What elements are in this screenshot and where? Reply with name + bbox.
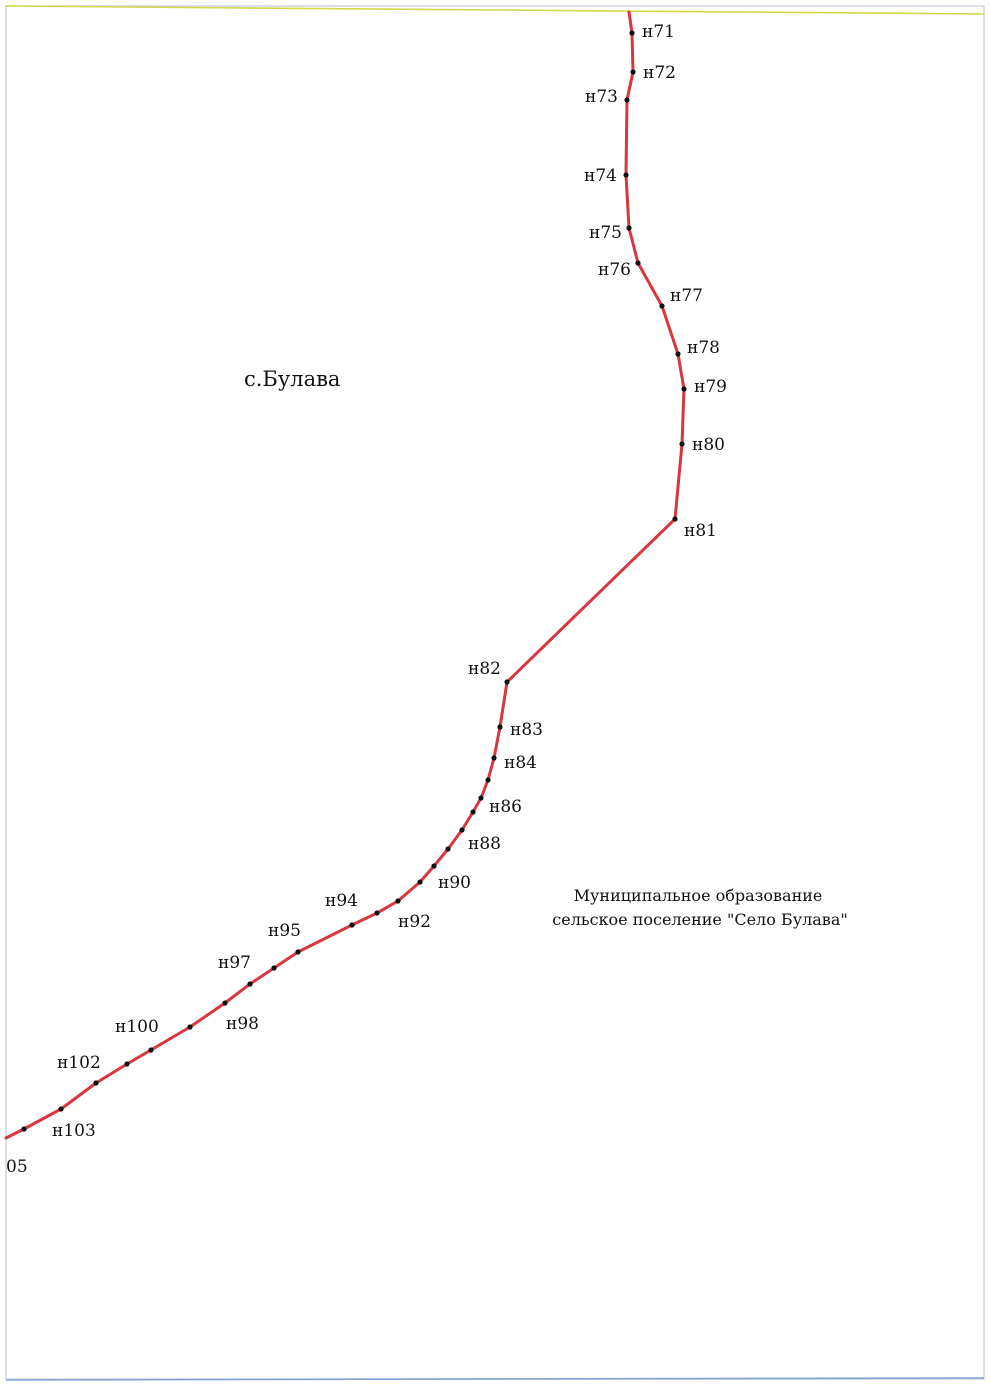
- boundary-line: [4, 10, 686, 1140]
- vertex-marker: [629, 30, 635, 36]
- municipality-line-2: сельское поселение "Село Булава": [552, 910, 847, 929]
- boundary-labels: н71 н72 н73 н74 н75 н76 н77 н78 н79 н80 н81 н82 н83 н…: [6, 22, 727, 1177]
- vertex-marker: [93, 1080, 99, 1086]
- vertex-label: н84: [504, 753, 537, 773]
- vertex-marker: [504, 679, 510, 685]
- vertex-label: н90: [438, 873, 471, 893]
- vertex-label: н98: [226, 1014, 259, 1034]
- vertex-marker: [497, 724, 503, 730]
- vertex-label: н71: [642, 22, 675, 42]
- vertex-marker: [675, 351, 681, 357]
- vertex-label: н81: [684, 521, 717, 541]
- vertex-label: н82: [468, 659, 501, 679]
- vertex-label: н97: [218, 953, 251, 973]
- vertex-marker: [395, 898, 401, 904]
- vertex-marker: [459, 827, 465, 833]
- vertex-label: н78: [687, 338, 720, 358]
- boundary-vertices: [21, 30, 687, 1132]
- vertex-marker: [478, 795, 484, 801]
- vertex-marker: [295, 949, 301, 955]
- frame-bottom-edge: [5, 1377, 985, 1381]
- vertex-label: н94: [325, 891, 358, 911]
- vertex-marker: [187, 1024, 193, 1030]
- vertex-label: н74: [584, 166, 617, 186]
- vertex-marker: [58, 1106, 64, 1112]
- vertex-marker: [491, 755, 497, 761]
- sheet-frame: [5, 5, 985, 1380]
- vertex-label: н92: [398, 912, 431, 932]
- vertex-marker: [635, 260, 641, 266]
- vertex-marker: [624, 97, 630, 103]
- vertex-marker: [124, 1061, 130, 1067]
- vertex-marker: [626, 225, 632, 231]
- vertex-label: н83: [510, 720, 543, 740]
- vertex-marker: [271, 965, 277, 971]
- vertex-label: н102: [57, 1053, 101, 1073]
- settlement-label: с.Булава: [244, 367, 340, 391]
- vertex-label: н80: [692, 435, 725, 455]
- vertex-marker: [431, 863, 437, 869]
- vertex-label: н95: [268, 921, 301, 941]
- vertex-marker: [247, 981, 253, 987]
- vertex-marker: [417, 879, 423, 885]
- vertex-label: н103: [52, 1121, 96, 1141]
- vertex-marker: [672, 516, 678, 522]
- vertex-marker: [681, 386, 687, 392]
- vertex-label: н73: [585, 87, 618, 107]
- vertex-label: н77: [670, 286, 703, 306]
- vertex-marker: [679, 441, 685, 447]
- vertex-label: н75: [589, 223, 622, 243]
- vertex-label: н100: [115, 1017, 159, 1037]
- vertex-marker: [21, 1126, 27, 1132]
- vertex-marker: [222, 1000, 228, 1006]
- vertex-marker: [623, 172, 629, 178]
- municipality-line-1: Муниципальное образование: [574, 886, 823, 905]
- vertex-label: н72: [643, 63, 676, 83]
- vertex-marker: [485, 777, 491, 783]
- vertex-marker: [349, 922, 355, 928]
- vertex-label: н86: [489, 797, 522, 817]
- vertex-label: н79: [694, 377, 727, 397]
- vertex-marker: [470, 809, 476, 815]
- vertex-marker: [148, 1047, 154, 1053]
- vertex-marker: [374, 910, 380, 916]
- vertex-marker: [659, 303, 665, 309]
- vertex-label: 05: [6, 1157, 28, 1177]
- vertex-label: н88: [468, 834, 501, 854]
- vertex-label: н76: [598, 260, 631, 280]
- vertex-marker: [630, 69, 636, 75]
- frame-top-edge: [5, 5, 985, 15]
- vertex-marker: [445, 846, 451, 852]
